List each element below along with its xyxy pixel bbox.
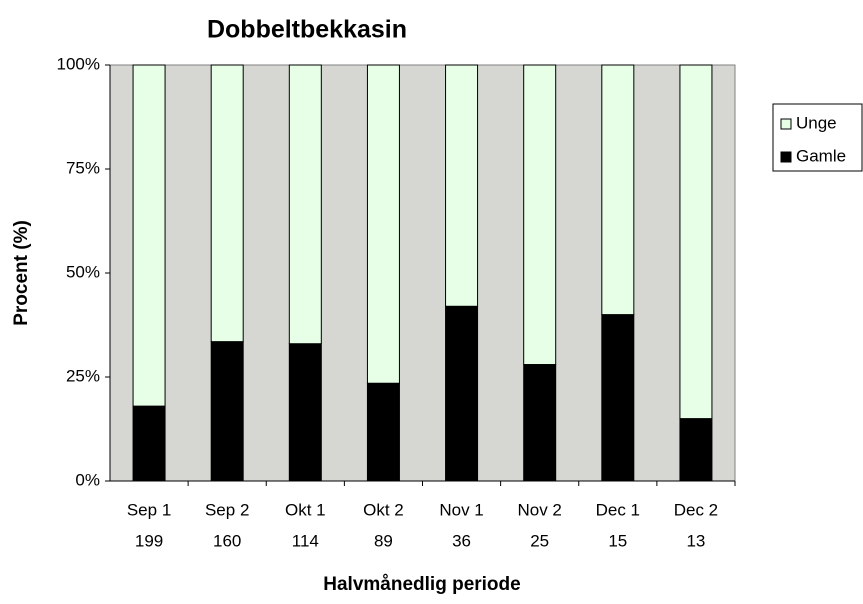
legend-label: Unge xyxy=(796,113,837,132)
y-tick-label: 0% xyxy=(75,470,100,489)
x-tick-label: Okt 2 xyxy=(363,500,404,519)
x-tick-label: Sep 2 xyxy=(205,500,249,519)
x-axis-title: Halvmånedlig periode xyxy=(323,574,520,595)
x-tick-label: Dec 1 xyxy=(596,500,640,519)
sample-size-label: 160 xyxy=(213,531,241,550)
bar-segment xyxy=(445,64,479,307)
x-tick-label: Dec 2 xyxy=(674,500,718,519)
x-tick-label: Sep 1 xyxy=(127,500,171,519)
bar-segment xyxy=(445,305,479,482)
sample-size-label: 199 xyxy=(135,531,163,550)
y-tick-label: 25% xyxy=(66,366,100,385)
x-tick-label: Nov 2 xyxy=(517,500,561,519)
bar-segment xyxy=(132,64,166,407)
y-tick-label: 100% xyxy=(57,54,100,73)
y-tick-label: 50% xyxy=(66,262,100,281)
bar-segment xyxy=(366,382,400,482)
plot-area xyxy=(109,64,736,482)
bar-segment xyxy=(288,64,322,345)
bar-segment xyxy=(523,64,557,366)
bar-segment xyxy=(601,314,635,482)
bar-segment xyxy=(132,405,166,482)
sample-size-label: 13 xyxy=(686,531,705,550)
bar-segment xyxy=(679,418,713,482)
sample-size-label: 89 xyxy=(374,531,393,550)
legend-swatch xyxy=(780,151,792,163)
bar-segment xyxy=(601,64,635,316)
bar-segment xyxy=(523,364,557,482)
bar-segment xyxy=(288,343,322,482)
bar-segment xyxy=(210,341,244,482)
y-tick-label: 75% xyxy=(66,158,100,177)
legend-label: Gamle xyxy=(796,146,846,165)
bar-segment xyxy=(679,64,713,420)
sample-size-label: 25 xyxy=(530,531,549,550)
chart-title: Dobbeltbekkasin xyxy=(207,16,407,44)
bar-segment xyxy=(366,64,400,384)
legend-swatch xyxy=(780,118,792,130)
x-tick-label: Nov 1 xyxy=(439,500,483,519)
y-axis-title: Procent (%) xyxy=(11,220,32,326)
sample-size-label: 15 xyxy=(608,531,627,550)
x-tick-label: Okt 1 xyxy=(285,500,326,519)
sample-size-label: 114 xyxy=(292,531,319,550)
sample-size-label: 36 xyxy=(452,531,471,550)
bar-segment xyxy=(210,64,244,343)
